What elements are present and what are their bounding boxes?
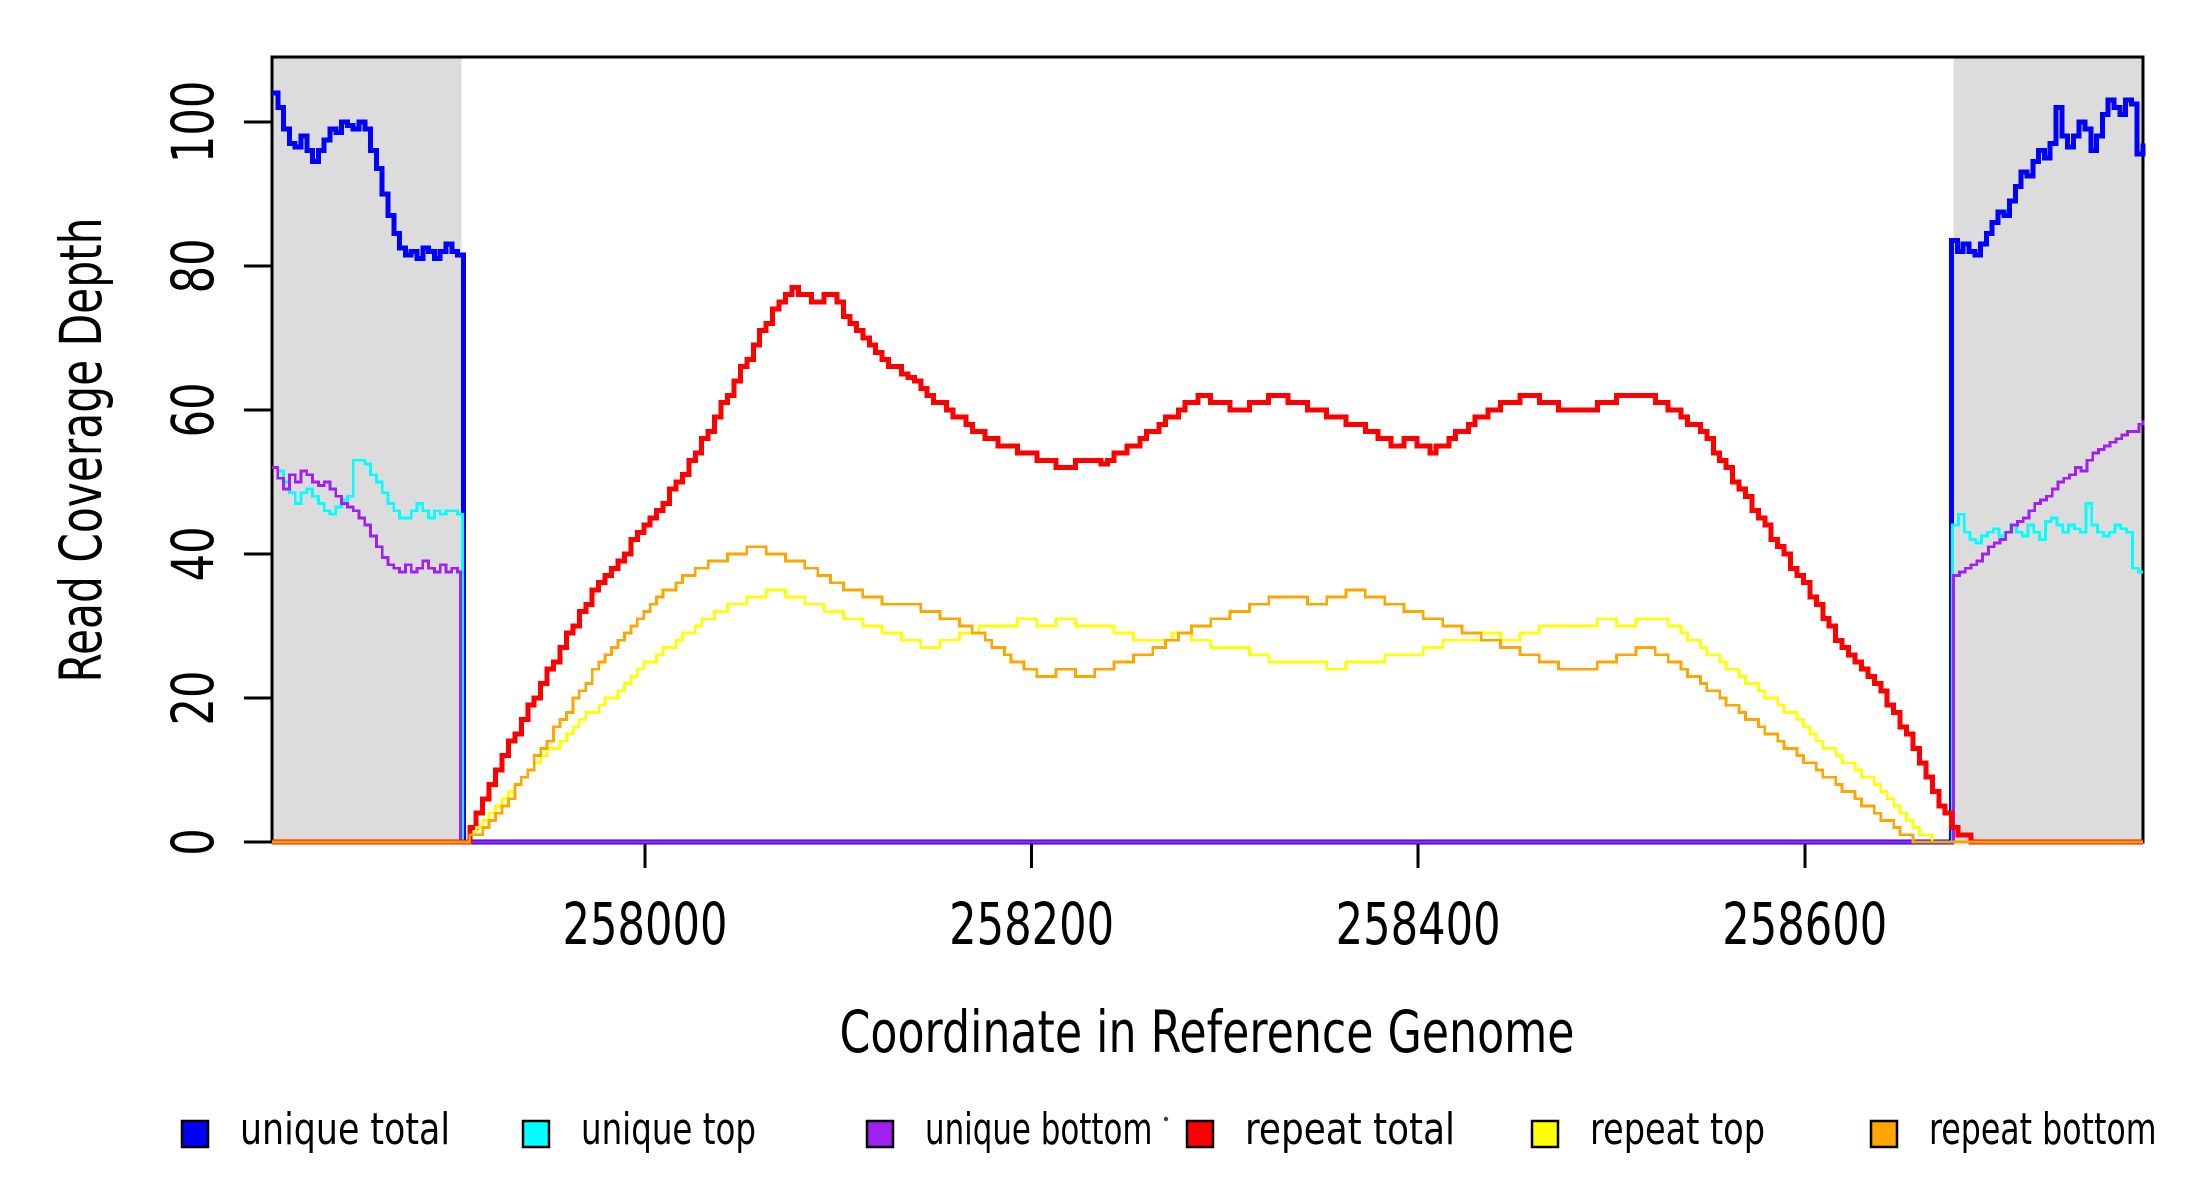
series-line-unique-top [272,458,2143,844]
legend-label: unique bottom [925,1104,1153,1155]
legend-item-repeat-top: repeat top [1530,1104,1765,1155]
series-line-repeat-top [272,588,2143,844]
legend-swatch [180,1119,210,1149]
legend-swatch [865,1119,895,1149]
legend-item-repeat-total: repeat total [1185,1104,1455,1155]
legend-swatch [1185,1119,1215,1149]
x-tick-label: 258600 [1722,890,1887,958]
legend-swatch [1869,1119,1899,1149]
y-tick-label: 100 [159,81,227,164]
stray-dot [1163,1116,1169,1122]
y-tick-label: 40 [159,526,227,581]
y-axis: 0 20 40 60 80 100 [159,81,272,856]
series-line-repeat-bottom [272,545,2143,844]
y-tick-label: 20 [159,670,227,725]
x-tick-label: 258400 [1336,890,1501,958]
shaded-regions [272,58,2143,842]
legend-label: unique total [240,1104,450,1155]
series-line-repeat-total [272,285,2143,845]
y-axis-title: Read Coverage Depth [47,218,115,683]
legend-item-unique-total: unique total [180,1104,450,1155]
legend-label: repeat top [1590,1104,1765,1155]
y-tick-label: 0 [159,828,227,856]
legend-swatch [1530,1119,1560,1149]
legend-label: repeat total [1245,1104,1455,1155]
x-tick-label: 258000 [563,890,728,958]
plot-frame [270,55,2145,844]
legend-item-unique-bottom: unique bottom [865,1104,1153,1155]
x-axis: 258000 258200 258400 258600 [563,842,1887,958]
shaded-region [1953,58,2143,842]
y-tick-label: 80 [159,238,227,293]
legend-label: unique top [581,1104,756,1155]
shaded-region [272,58,462,842]
legend-item-unique-top: unique top [521,1104,756,1155]
x-tick-label: 258200 [949,890,1114,958]
x-axis-title: Coordinate in Reference Genome [840,998,1575,1066]
series-lines [272,90,2146,845]
series-line-unique-bottom [272,420,2145,844]
legend-swatch [521,1119,551,1149]
legend-label: repeat bottom [1929,1104,2157,1155]
legend: unique total unique top unique bottom repea… [180,1104,2157,1155]
legend-item-repeat-bottom: repeat bottom [1869,1104,2157,1155]
y-tick-label: 60 [159,382,227,437]
